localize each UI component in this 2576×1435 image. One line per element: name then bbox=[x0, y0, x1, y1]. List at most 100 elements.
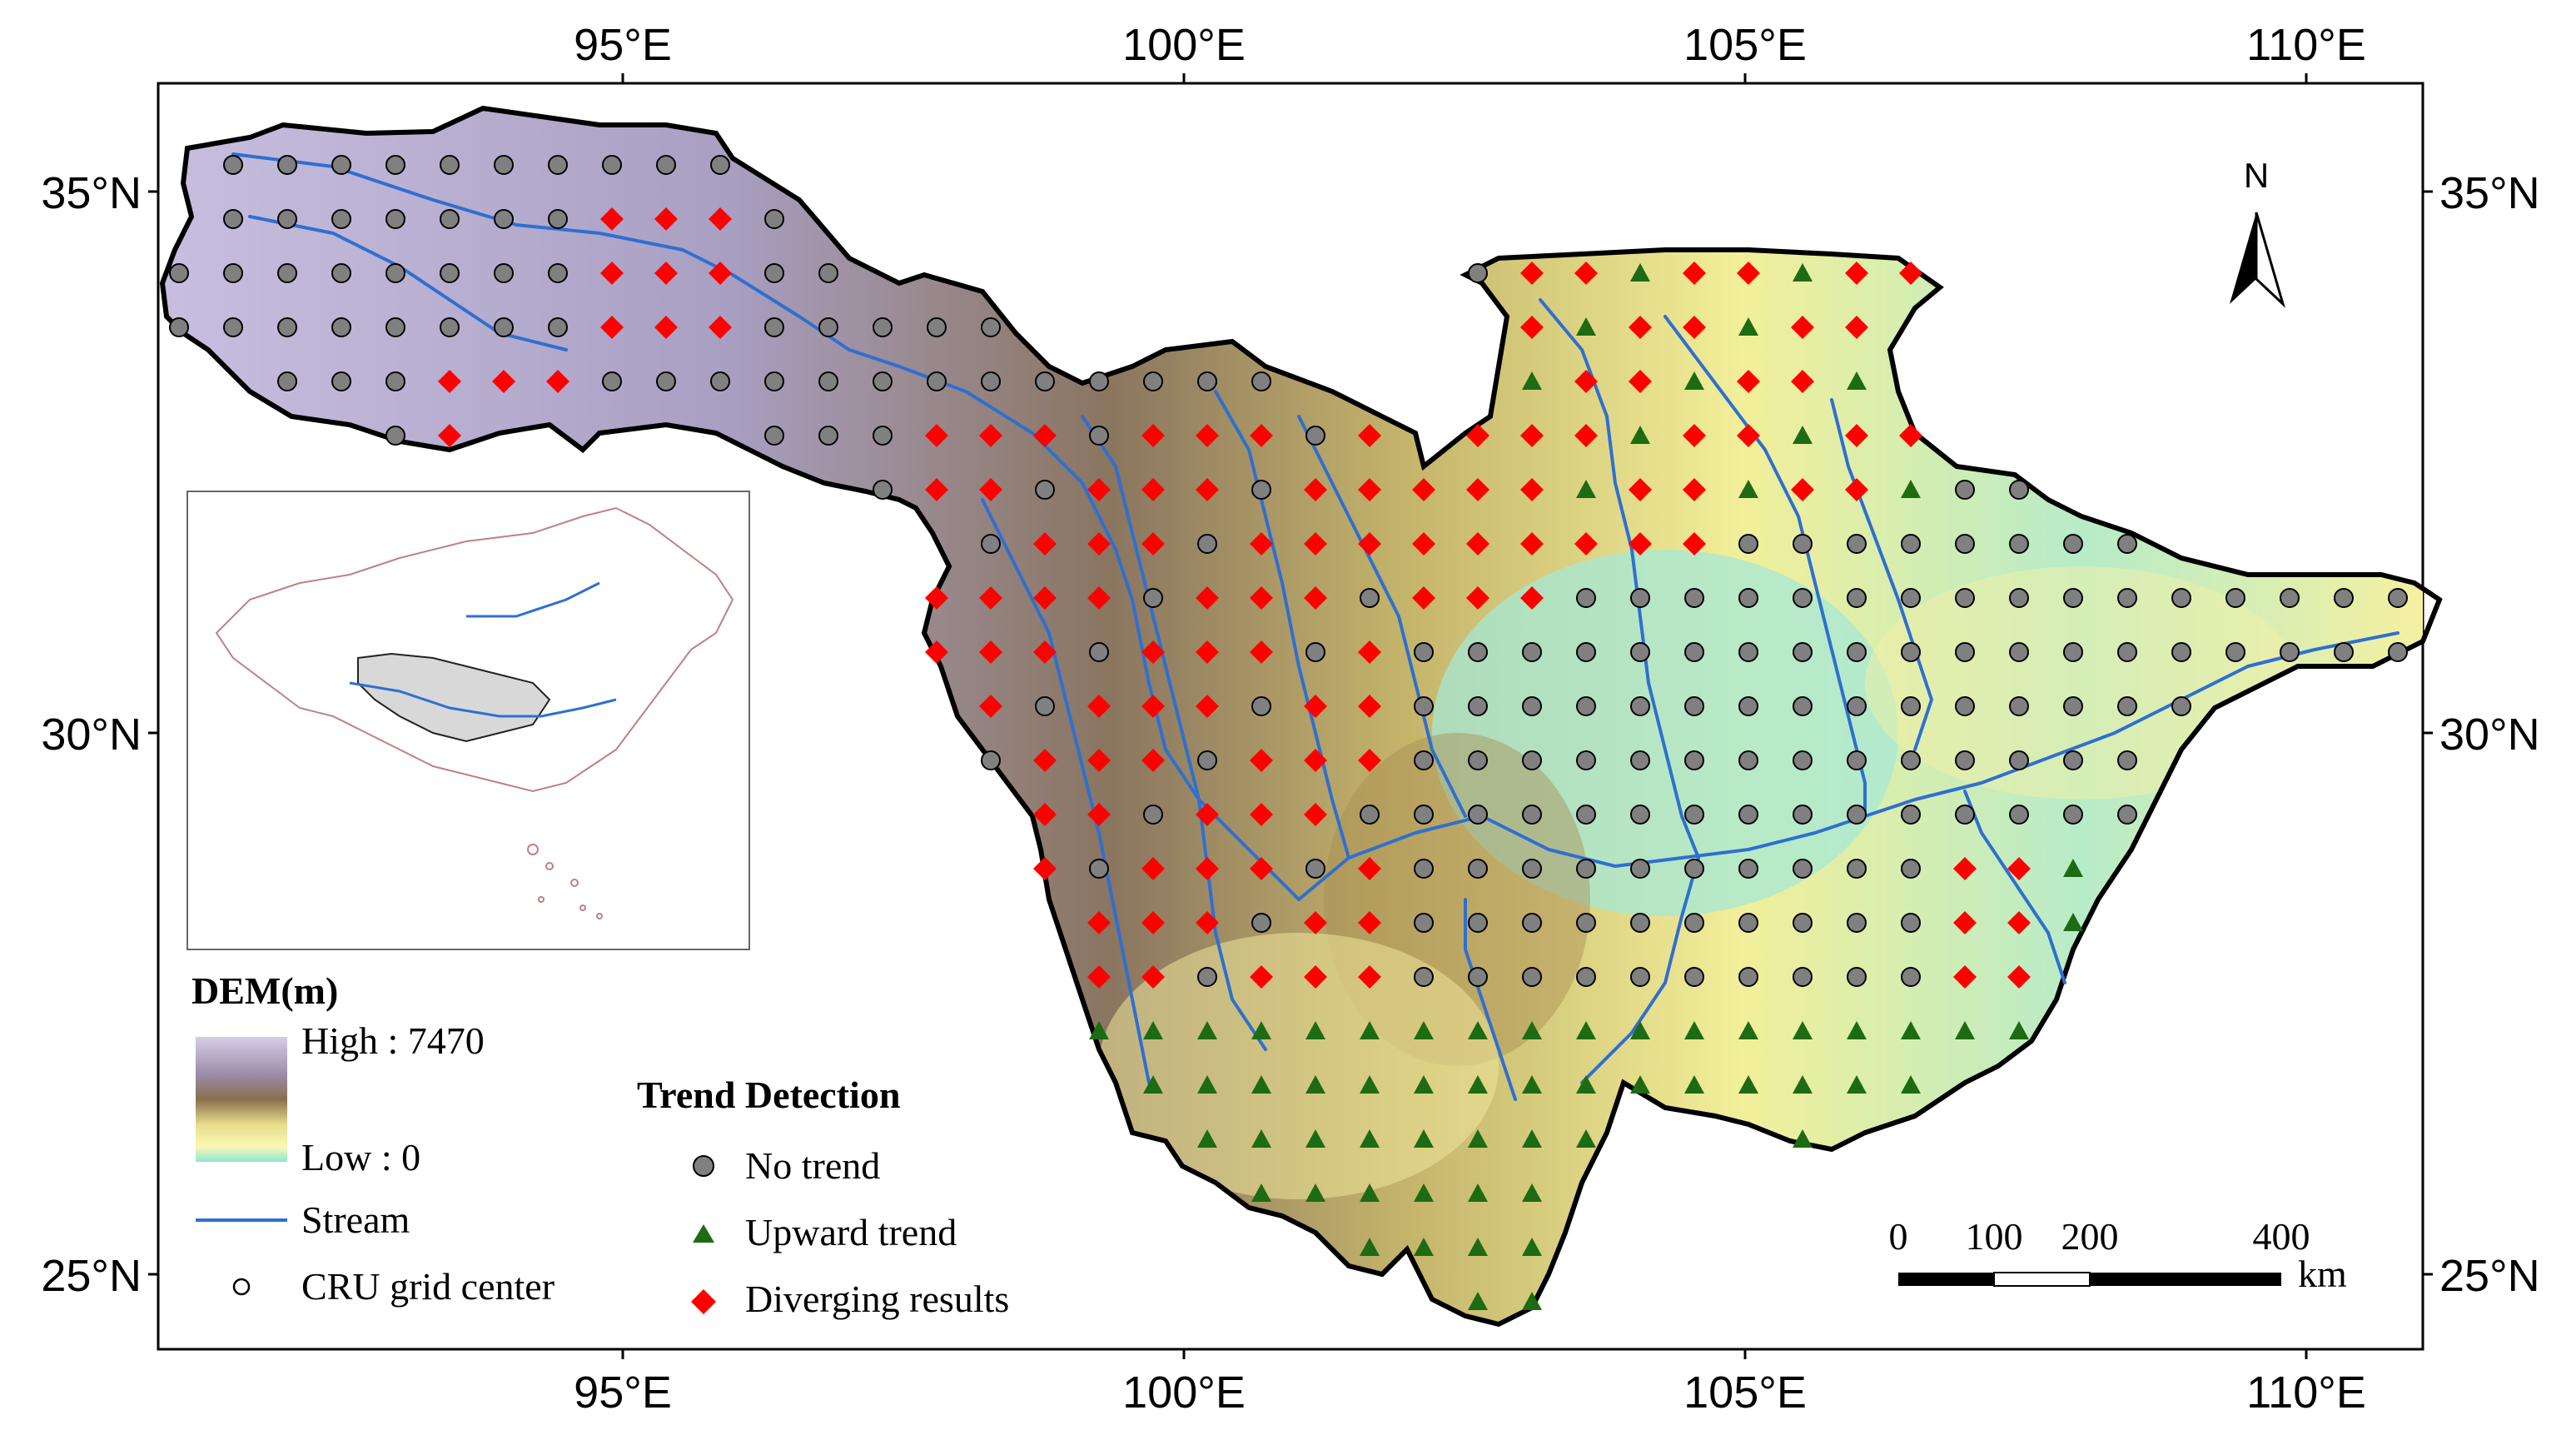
inset-islands bbox=[527, 844, 603, 919]
grid-point-no-trend bbox=[1089, 371, 1109, 391]
grid-point-no-trend bbox=[710, 371, 730, 391]
grid-point-diverging bbox=[1304, 586, 1327, 610]
grid-point-no-trend bbox=[223, 263, 243, 283]
grid-point-upward-trend bbox=[1684, 1075, 1704, 1094]
lat-tick-label: 35°N bbox=[41, 168, 142, 218]
grid-point-no-trend bbox=[223, 317, 243, 337]
grid-point-diverging bbox=[979, 640, 1002, 664]
grid-point-upward-trend bbox=[1576, 480, 1596, 498]
grid-point-no-trend bbox=[1901, 588, 1921, 608]
grid-point-no-trend bbox=[1955, 696, 1975, 716]
grid-point-upward-trend bbox=[1468, 1183, 1488, 1202]
grid-point-no-trend bbox=[1522, 750, 1542, 770]
grid-point-upward-trend bbox=[1414, 1021, 1434, 1039]
grid-point-upward-trend bbox=[1738, 1021, 1758, 1039]
grid-point-no-trend bbox=[1630, 967, 1650, 987]
grid-point-diverging bbox=[1412, 532, 1435, 556]
grid-point-upward-trend bbox=[1468, 1021, 1488, 1039]
lon-tick-label: 95°E bbox=[574, 1368, 672, 1418]
lon-tick-label: 110°E bbox=[2246, 1368, 2366, 1418]
grid-point-no-trend bbox=[548, 317, 568, 337]
grid-point-no-trend bbox=[1630, 588, 1650, 608]
grid-point-no-trend bbox=[1684, 750, 1704, 770]
grid-point-upward-trend bbox=[1305, 1075, 1325, 1094]
grid-point-upward-trend bbox=[1522, 1292, 1542, 1310]
grid-point-diverging bbox=[925, 478, 948, 501]
grid-point-no-trend bbox=[331, 209, 351, 229]
north-label: N bbox=[2244, 156, 2269, 195]
grid-point-no-trend bbox=[1305, 859, 1325, 879]
grid-point-diverging bbox=[2007, 965, 2031, 989]
grid-point-diverging bbox=[1953, 965, 1977, 989]
grid-point-diverging bbox=[1683, 478, 1706, 501]
grid-point-no-trend bbox=[277, 317, 297, 337]
grid-point-diverging bbox=[979, 478, 1002, 501]
grid-point-no-trend bbox=[1847, 534, 1867, 554]
grid-point-diverging bbox=[1629, 478, 1652, 501]
grid-point-no-trend bbox=[1197, 534, 1217, 554]
grid-point-upward-trend bbox=[1197, 1129, 1217, 1148]
grid-point-no-trend bbox=[981, 534, 1001, 554]
grid-point-no-trend bbox=[494, 209, 514, 229]
grid-point-no-trend bbox=[1955, 642, 1975, 662]
grid-point-upward-trend bbox=[1360, 1238, 1380, 1256]
grid-point-upward-trend bbox=[1360, 1075, 1380, 1094]
grid-point-no-trend bbox=[1468, 642, 1488, 662]
grid-point-no-trend bbox=[2117, 750, 2137, 770]
grid-point-diverging bbox=[1412, 586, 1435, 610]
grid-point-no-trend bbox=[223, 209, 243, 229]
grid-point-diverging bbox=[1574, 424, 1598, 447]
grid-point-diverging bbox=[600, 262, 624, 285]
grid-point-diverging bbox=[1250, 803, 1273, 826]
grid-point-no-trend bbox=[1793, 913, 1813, 933]
grid-point-no-trend bbox=[1955, 750, 1975, 770]
grid-point-no-trend bbox=[1901, 967, 1921, 987]
grid-point-no-trend bbox=[385, 155, 405, 175]
grid-point-upward-trend bbox=[1360, 1021, 1380, 1039]
grid-point-diverging bbox=[1304, 478, 1327, 501]
grid-point-diverging bbox=[1574, 262, 1598, 285]
grid-point-diverging bbox=[546, 370, 569, 393]
grid-point-upward-trend bbox=[1738, 1075, 1758, 1094]
grid-point-no-trend bbox=[1468, 859, 1488, 879]
grid-point-upward-trend bbox=[1089, 1021, 1109, 1039]
grid-point-no-trend bbox=[1468, 750, 1488, 770]
grid-point-no-trend bbox=[1738, 588, 1758, 608]
grid-point-diverging bbox=[1250, 532, 1273, 556]
scale-label: 0 bbox=[1889, 1215, 1908, 1258]
grid-point-no-trend bbox=[873, 371, 893, 391]
grid-point-diverging bbox=[1629, 370, 1652, 393]
trend-legend-title: Trend Detection bbox=[637, 1074, 900, 1116]
grid-point-upward-trend bbox=[1251, 1183, 1271, 1202]
grid-point-no-trend bbox=[1414, 805, 1434, 825]
grid-point-diverging bbox=[1141, 532, 1165, 556]
grid-point-no-trend bbox=[1738, 696, 1758, 716]
grid-point-no-trend bbox=[1576, 967, 1596, 987]
grid-point-no-trend bbox=[1847, 805, 1867, 825]
grid-point-no-trend bbox=[2334, 588, 2354, 608]
grid-point-no-trend bbox=[2063, 642, 2083, 662]
grid-point-no-trend bbox=[1522, 967, 1542, 987]
grid-point-no-trend bbox=[1468, 263, 1488, 283]
grid-point-diverging bbox=[979, 695, 1002, 718]
grid-point-diverging bbox=[1196, 478, 1219, 501]
grid-point-no-trend bbox=[1522, 642, 1542, 662]
grid-point-upward-trend bbox=[1576, 317, 1596, 336]
grid-point-no-trend bbox=[1035, 371, 1055, 391]
grid-point-no-trend bbox=[1901, 859, 1921, 879]
grid-point-upward-trend bbox=[1414, 1129, 1434, 1148]
grid-point-no-trend bbox=[1522, 805, 1542, 825]
lon-ticks-top: 95°E 100°E 105°E 110°E bbox=[574, 20, 2366, 70]
grid-point-diverging bbox=[492, 370, 515, 393]
grid-point-no-trend bbox=[1955, 480, 1975, 500]
grid-point-diverging bbox=[1196, 424, 1219, 447]
grid-point-no-trend bbox=[223, 155, 243, 175]
grid-point-upward-trend bbox=[1414, 1183, 1434, 1202]
diverging-label: Diverging results bbox=[745, 1278, 1009, 1320]
dem-high-label: High : 7470 bbox=[301, 1019, 485, 1062]
grid-point-diverging bbox=[438, 424, 461, 447]
grid-point-upward-trend bbox=[1522, 1238, 1542, 1256]
grid-point-no-trend bbox=[1901, 534, 1921, 554]
dem-color-ramp bbox=[196, 1037, 287, 1162]
grid-point-diverging bbox=[600, 207, 624, 231]
